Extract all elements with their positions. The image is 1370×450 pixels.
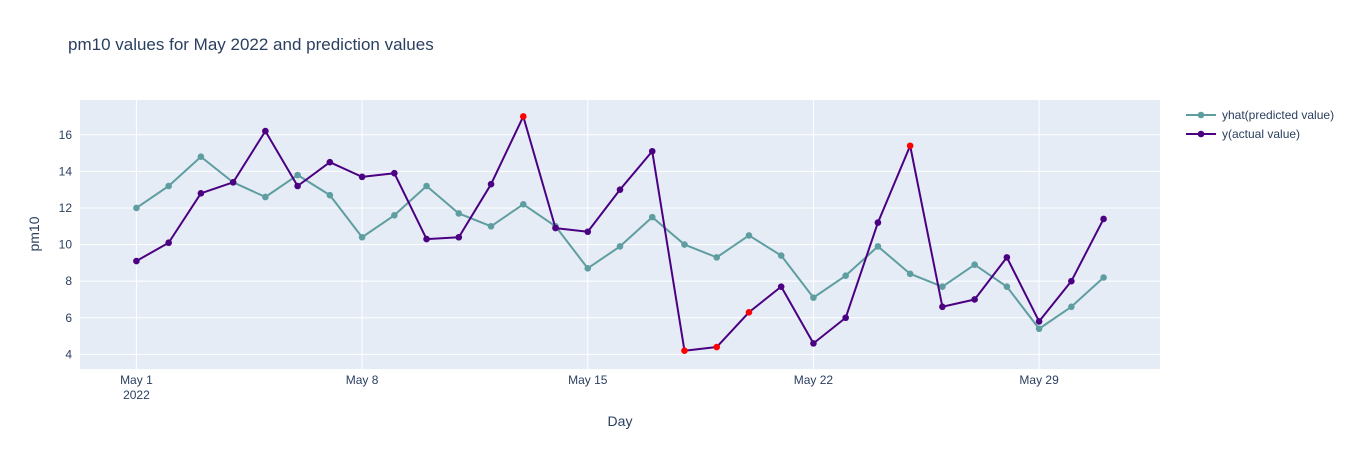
data-point[interactable] [616,186,624,193]
data-point[interactable] [584,265,592,272]
data-point[interactable] [262,193,269,201]
y-tick-label: 12 [59,201,73,215]
data-point[interactable] [197,153,205,161]
y-tick-label: 10 [59,238,73,252]
data-point[interactable] [1035,318,1043,325]
x-tick-label: May 22 [794,373,834,387]
data-point[interactable] [519,113,527,120]
x-axis-title: Day [608,413,633,429]
data-point[interactable] [1003,254,1011,261]
data-point[interactable] [552,224,559,232]
data-point[interactable] [971,261,978,268]
data-point[interactable] [455,233,463,241]
data-point[interactable] [842,272,849,279]
data-point[interactable] [1035,325,1043,333]
data-point[interactable] [939,303,946,311]
data-point[interactable] [423,182,430,190]
series-2 [133,113,1107,355]
data-point[interactable] [294,171,301,179]
data-point[interactable] [1068,303,1075,311]
y-tick-label: 6 [65,311,72,325]
x-tick-label: May 15 [568,373,608,387]
chart-title: pm10 values for May 2022 and prediction … [68,35,434,54]
data-point[interactable] [391,211,398,219]
data-point[interactable] [681,241,688,248]
data-point[interactable] [1003,283,1011,290]
data-point[interactable] [229,179,237,186]
data-point[interactable] [358,233,366,241]
data-point[interactable] [197,190,205,197]
x-tick-sublabel: 2022 [123,388,150,402]
data-point[interactable] [939,283,946,290]
x-tick-label: May 29 [1019,373,1059,387]
data-point[interactable] [616,243,624,250]
legend[interactable]: yhat(predicted value) y(actual value) [1186,108,1334,141]
x-tick-label: May 8 [346,373,379,387]
data-point[interactable] [455,210,463,217]
y-tick-label: 8 [65,274,72,288]
y-tick-label: 4 [65,347,72,361]
data-point[interactable] [874,219,882,226]
data-point[interactable] [1100,215,1107,223]
data-point[interactable] [165,239,172,247]
data-point[interactable] [391,169,398,177]
data-point[interactable] [519,201,527,208]
data-point[interactable] [358,173,366,181]
x-tick-label: May 1 [120,373,153,387]
series-layer [133,113,1107,355]
series-1 [133,153,1107,333]
data-point[interactable] [133,204,140,212]
data-point[interactable] [1068,277,1075,285]
data-point[interactable] [745,232,753,239]
y-tick-label: 16 [59,128,73,142]
data-point[interactable] [906,142,914,150]
plot-area [80,100,1160,369]
data-point[interactable] [487,180,495,188]
grid [80,100,1160,369]
legend-label: y(actual value) [1222,127,1300,141]
data-point[interactable] [745,308,753,316]
legend-label: yhat(predicted value) [1222,108,1334,122]
data-point[interactable] [906,270,914,278]
data-point[interactable] [165,182,172,190]
data-point[interactable] [294,182,301,190]
data-point[interactable] [133,257,140,265]
legend-item-1[interactable]: yhat(predicted value) [1186,108,1334,122]
data-point[interactable] [681,347,688,355]
data-point[interactable] [584,228,592,236]
data-point[interactable] [487,222,495,230]
data-point[interactable] [713,343,721,351]
data-point[interactable] [842,314,849,322]
legend-item-2[interactable]: y(actual value) [1186,127,1300,141]
data-point[interactable] [713,254,721,261]
data-point[interactable] [777,252,785,259]
data-point[interactable] [262,127,269,135]
data-point[interactable] [810,294,817,301]
data-point[interactable] [777,283,785,290]
data-point[interactable] [648,147,656,155]
data-point[interactable] [1100,274,1107,281]
y-tick-label: 14 [59,164,73,178]
data-point[interactable] [326,191,334,199]
data-point[interactable] [648,213,656,221]
legend-marker [1197,130,1205,138]
y-axis-title: pm10 [26,216,42,251]
data-point[interactable] [971,296,978,303]
data-point[interactable] [423,235,430,243]
data-point[interactable] [874,243,882,250]
legend-marker [1197,111,1205,119]
data-point[interactable] [810,340,817,347]
data-point[interactable] [326,158,334,166]
